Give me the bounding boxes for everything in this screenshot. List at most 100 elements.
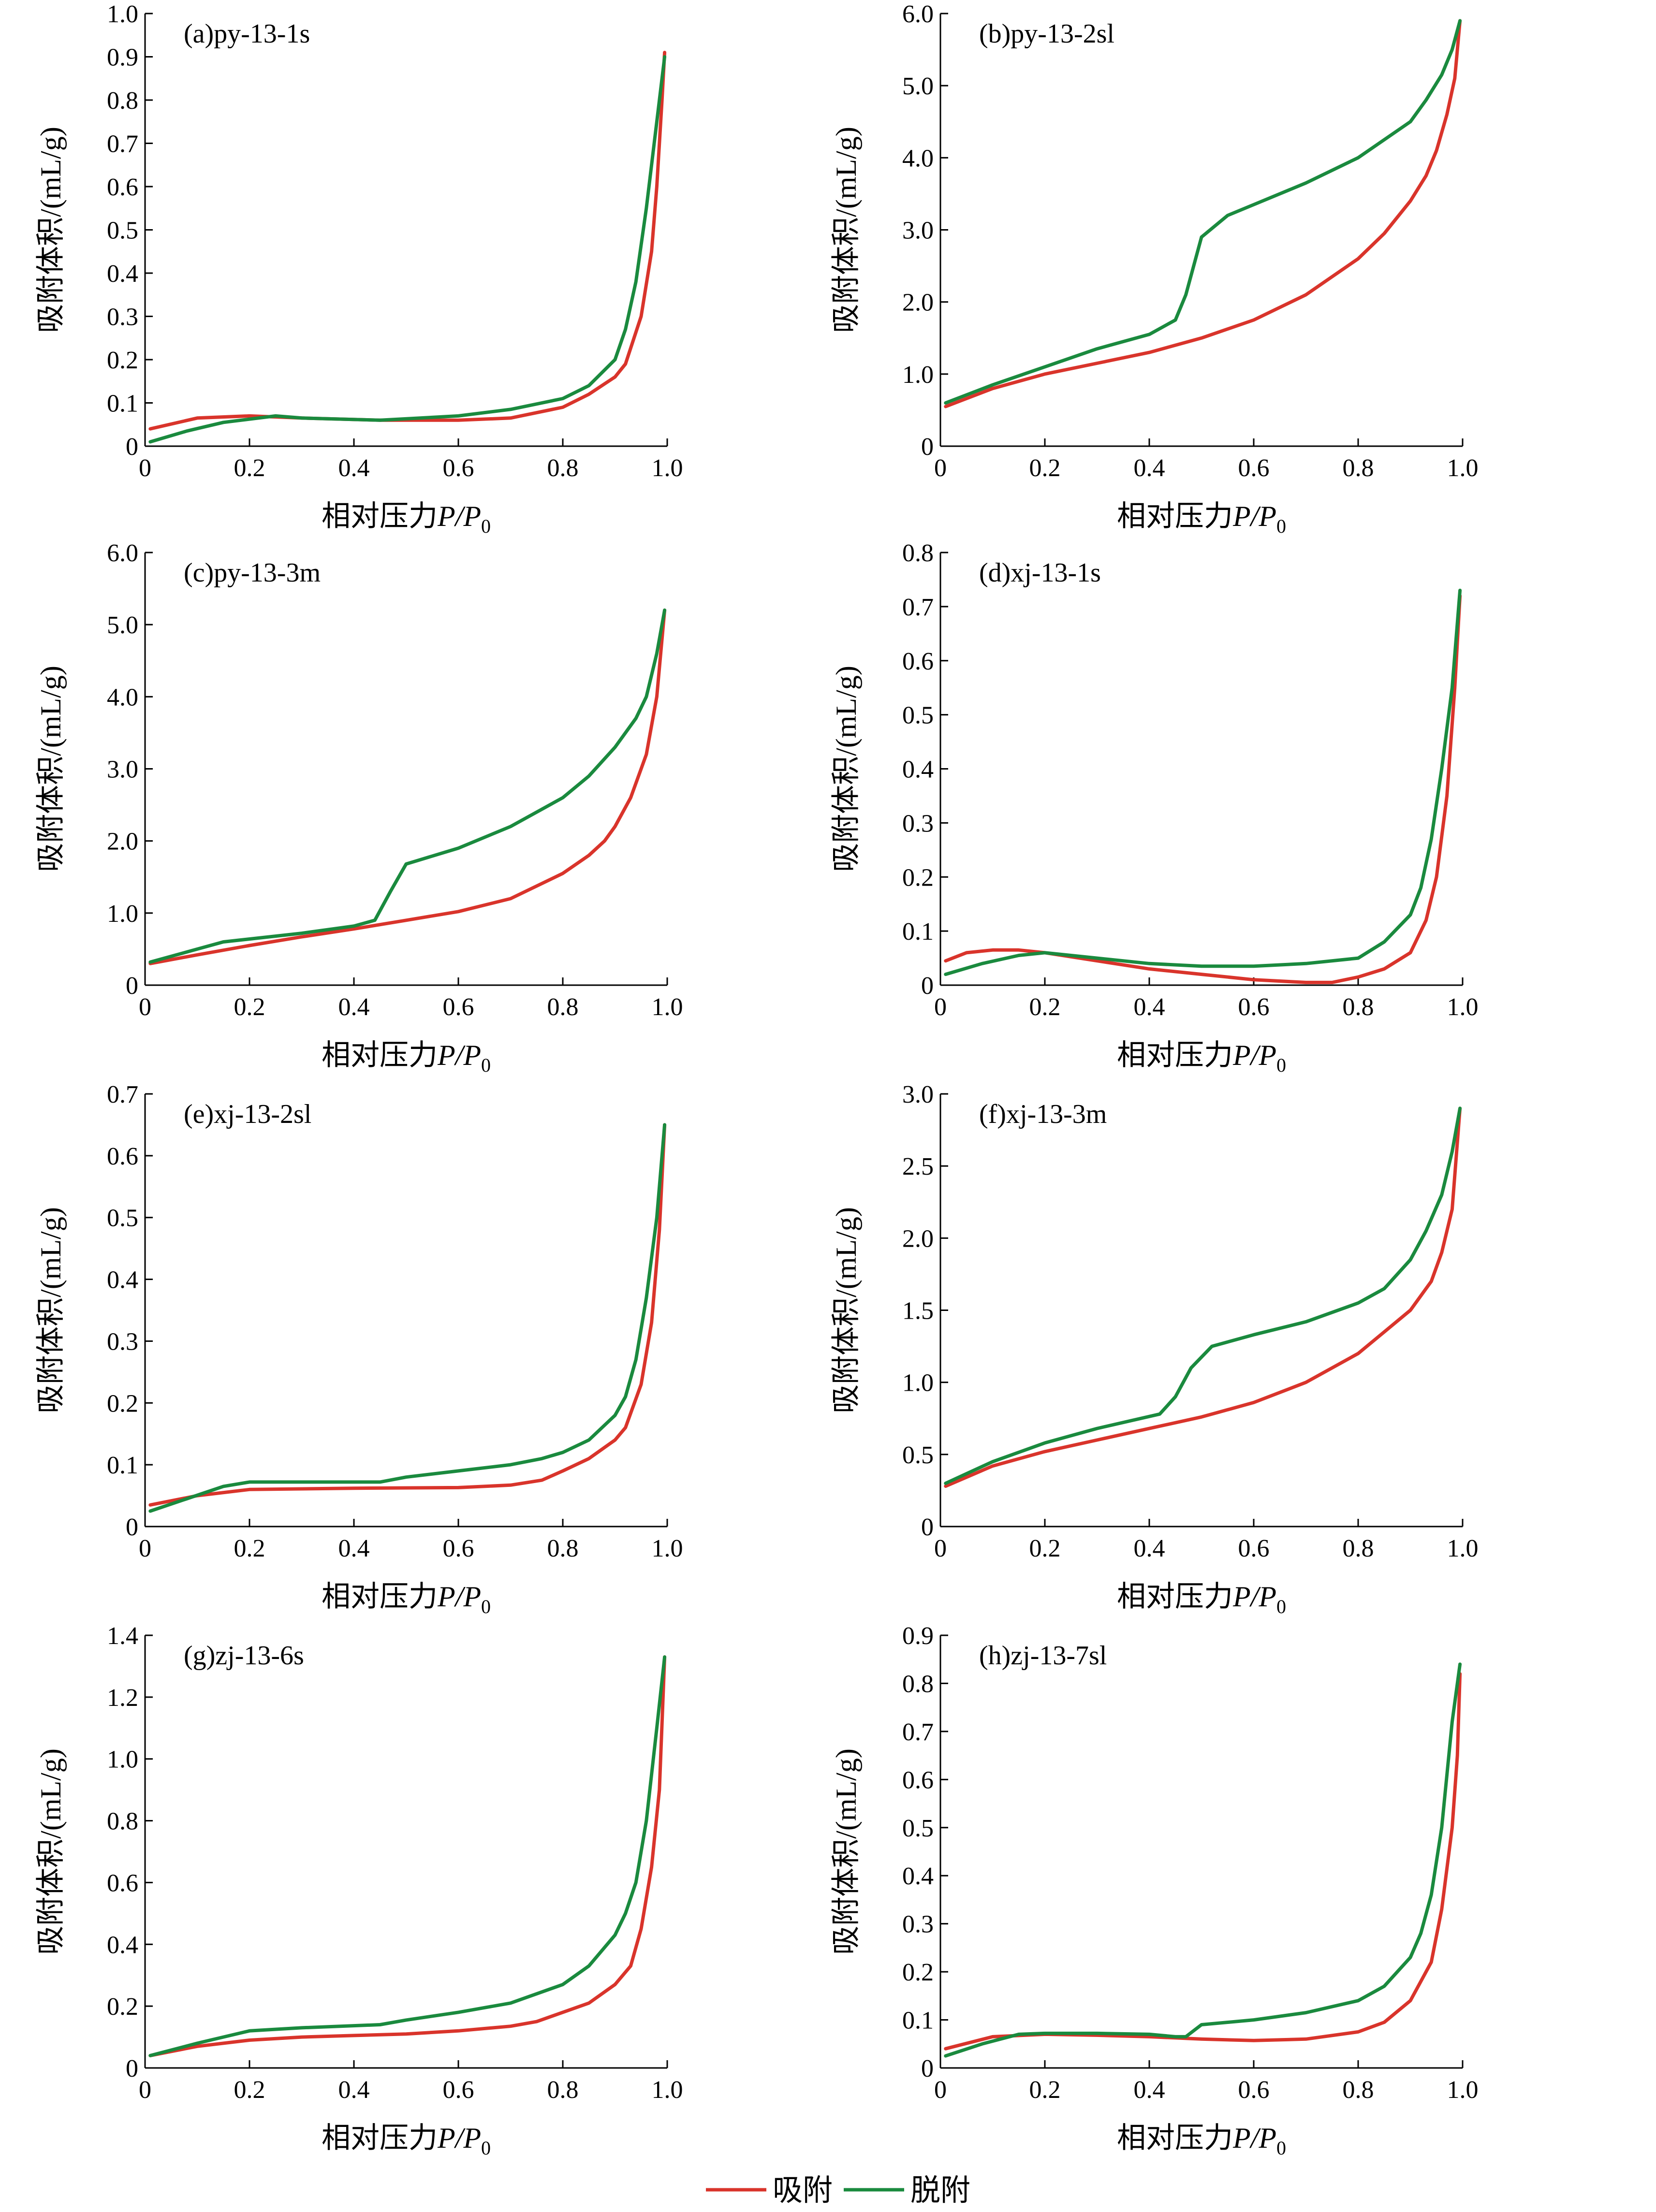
series-desorption-line [148,1123,667,1513]
y-tick-label: 0.4 [107,1266,138,1294]
x-axis-label: 相对压力P/P0 [322,500,491,537]
x-axis-label: 相对压力P/P0 [1117,500,1286,537]
x-tick-label: 0.8 [1343,1535,1374,1562]
x-tick-label: 0.2 [1029,454,1061,482]
y-tick-label: 0 [921,1513,934,1541]
x-tick-label: 0.4 [1134,1535,1165,1562]
x-tick-label: 0 [934,993,947,1021]
x-axis-label: 相对压力P/P0 [1117,2122,1286,2159]
x-axis-label: 相对压力P/P0 [322,1039,491,1076]
y-tick-label: 0.4 [902,1863,934,1890]
x-tick-label: 1.0 [652,2076,683,2104]
y-tick-label: 0.7 [902,594,934,621]
y-tick-label: 1.4 [107,1622,138,1650]
series-adsorption-line [148,51,667,431]
x-tick-label: 0.8 [1343,993,1374,1021]
y-tick-label: 0.5 [902,1441,934,1469]
x-tick-label: 1.0 [1447,2076,1479,2104]
panel-label: (h)zj-13-7sl [979,1641,1107,1671]
y-tick-label: 0.2 [107,1390,138,1417]
series-desorption-line [944,1106,1462,1485]
x-tick-label: 0.6 [443,993,474,1021]
series-adsorption-line [944,1672,1462,2051]
x-tick-label: 1.0 [652,454,683,482]
x-tick-label: 0.6 [1238,454,1270,482]
x-tick-label: 0.2 [234,454,265,482]
series-desorption-line [148,608,667,964]
x-tick-label: 0 [139,2076,151,2104]
y-axis-label: 吸附体积/(mL/g) [830,666,862,872]
y-tick-label: 1.0 [107,900,138,928]
y-tick-label: 0.1 [902,918,934,946]
x-tick-label: 0.8 [547,2076,579,2104]
y-tick-label: 0.7 [107,1081,138,1108]
x-axis-label: 相对压力P/P0 [1117,1039,1286,1076]
panel-5: 0 0.2 0.4 0.6 0.8 1.0 0 0.1 0.2 0.3 0.4 0.5 0.6 0.7 (e… [35,1081,683,1617]
legend-desorption-label: 脱附 [910,2174,970,2207]
y-tick-label: 0 [921,2055,934,2082]
y-tick-label: 1.0 [902,361,934,389]
panel-label: (c)py-13-3m [184,558,321,588]
y-tick-label: 0 [126,2055,138,2082]
panel-2: 0 0.2 0.4 0.6 0.8 1.0 0 1.0 2.0 3.0 4.0 5.0 6.0 (b)py… [830,0,1479,537]
x-tick-label: 0.2 [234,993,265,1021]
panel-6: 0 0.2 0.4 0.6 0.8 1.0 0 0.5 1.0 1.5 2.0 2.5 3.0 (f)xj… [830,1081,1479,1617]
y-tick-label: 0.3 [902,1911,934,1938]
x-tick-label: 0 [139,454,151,482]
panel-4: 0 0.2 0.4 0.6 0.8 1.0 0 0.1 0.2 0.3 0.4 0.5 0.6 0.7 0.… [830,539,1479,1076]
y-tick-label: 0 [921,433,934,461]
x-tick-label: 0.4 [338,454,370,482]
y-tick-label: 0 [126,433,138,461]
y-axis-label: 吸附体积/(mL/g) [35,666,67,872]
y-tick-label: 1.2 [107,1684,138,1712]
y-tick-label: 0.8 [107,87,138,115]
x-tick-label: 0.8 [1343,2076,1374,2104]
x-tick-label: 0.8 [547,1535,579,1562]
y-tick-label: 0.5 [902,702,934,729]
x-tick-label: 0.6 [443,1535,474,1562]
y-tick-label: 0.7 [902,1718,934,1746]
y-tick-label: 5.0 [107,611,138,639]
y-tick-label: 0.5 [902,1815,934,1842]
y-tick-label: 0.3 [107,304,138,331]
panel-label: (f)xj-13-3m [979,1099,1107,1129]
y-axis-label: 吸附体积/(mL/g) [35,1748,67,1955]
y-tick-label: 0 [126,1513,138,1541]
y-tick-label: 4.0 [107,684,138,711]
x-tick-label: 0.6 [1238,2076,1270,2104]
y-tick-label: 6.0 [107,539,138,567]
y-tick-label: 0.2 [107,347,138,374]
x-tick-label: 0 [934,1535,947,1562]
y-tick-label: 0.6 [107,1143,138,1170]
panel-label: (e)xj-13-2sl [184,1099,311,1129]
x-tick-label: 0.4 [338,993,370,1021]
y-tick-label: 0.3 [107,1328,138,1355]
y-tick-label: 4.0 [902,145,934,172]
y-tick-label: 0.6 [107,1869,138,1897]
y-tick-label: 3.0 [902,217,934,245]
y-tick-label: 0.4 [107,260,138,288]
y-tick-label: 0.8 [902,539,934,567]
series-adsorption-line [944,594,1462,984]
y-axis-label: 吸附体积/(mL/g) [35,127,67,333]
series-adsorption-line [148,1655,667,2057]
y-tick-label: 5.0 [902,73,934,100]
x-tick-label: 0.2 [234,2076,265,2104]
x-tick-label: 1.0 [652,993,683,1021]
y-tick-label: 0.6 [902,1766,934,1794]
x-tick-label: 0.8 [1343,454,1374,482]
y-axis-label: 吸附体积/(mL/g) [830,127,862,333]
x-tick-label: 0.4 [338,2076,370,2104]
panel-label: (d)xj-13-1s [979,558,1101,588]
x-axis-label: 相对压力P/P0 [1117,1581,1286,1617]
series-adsorption-line [944,1106,1462,1488]
y-tick-label: 6.0 [902,0,934,28]
x-tick-label: 0.2 [234,1535,265,1562]
x-tick-label: 0.2 [1029,993,1061,1021]
series-adsorption-line [148,608,667,965]
x-tick-label: 0.4 [338,1535,370,1562]
x-tick-label: 0 [139,993,151,1021]
y-tick-label: 0 [921,972,934,1000]
y-tick-label: 0.9 [107,44,138,72]
